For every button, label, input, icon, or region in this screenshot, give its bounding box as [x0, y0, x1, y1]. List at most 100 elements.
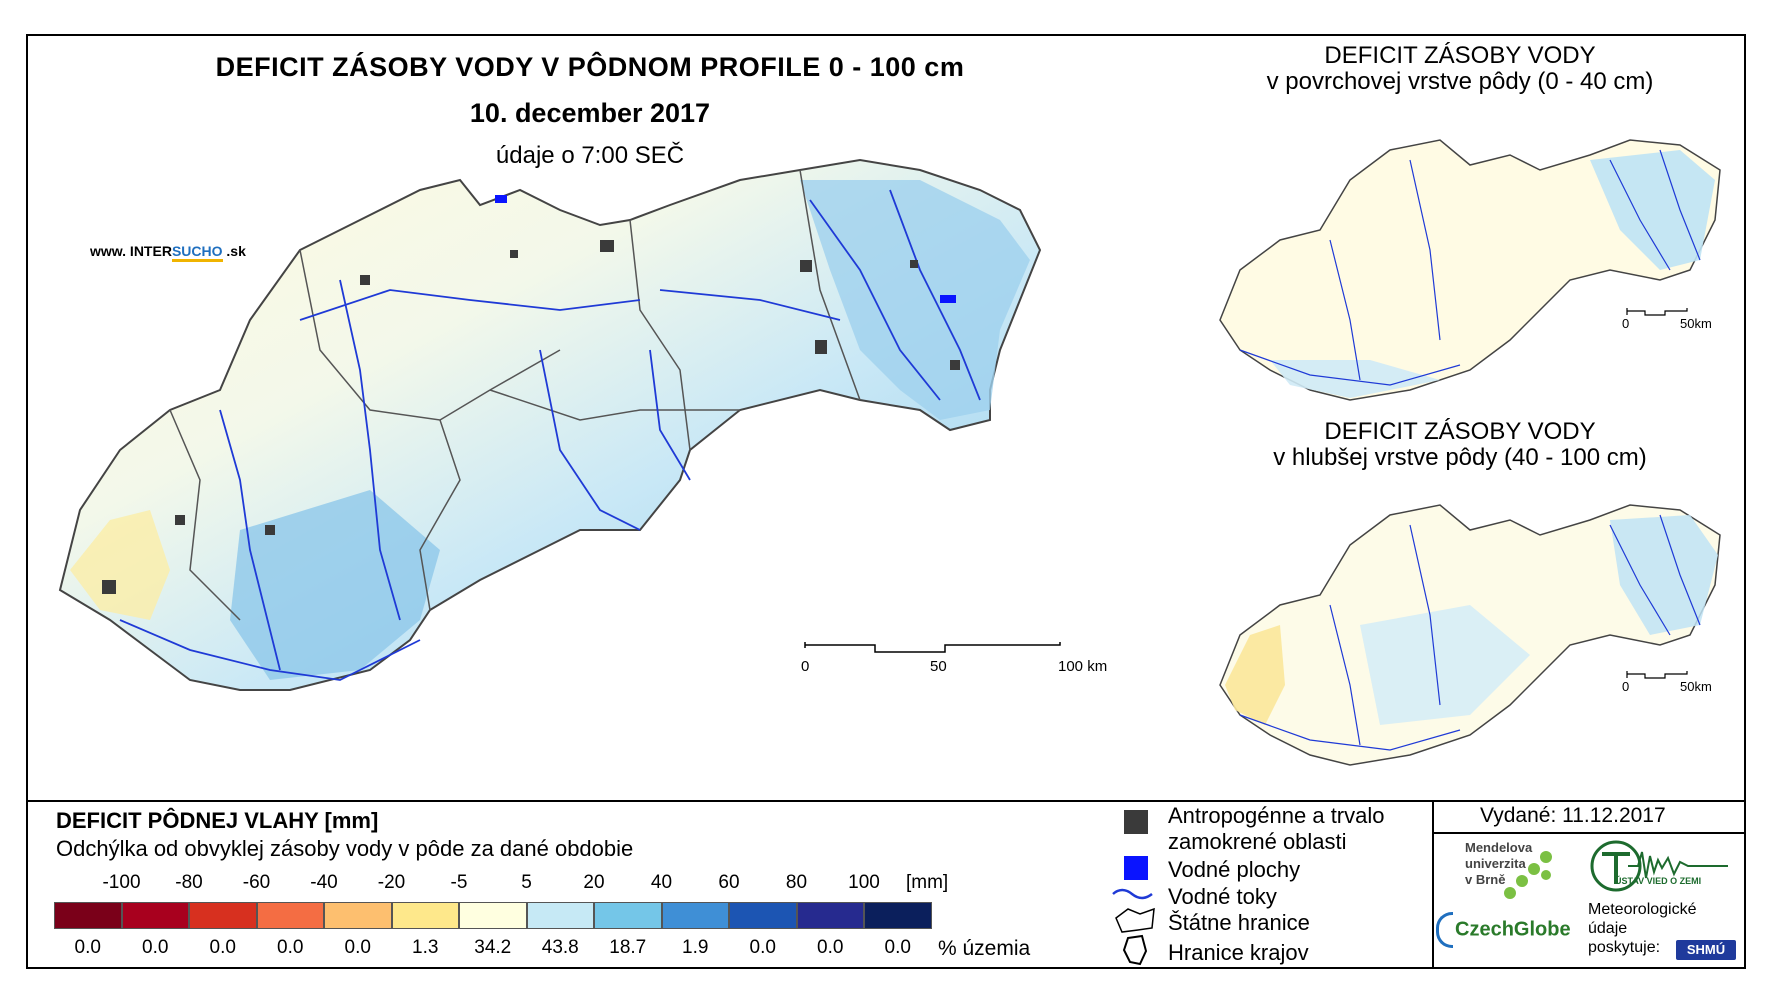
- inset2-wet-east: [1610, 515, 1718, 635]
- class-break-label: -20: [377, 872, 406, 893]
- czechglobe-text: CzechGlobe: [1455, 918, 1571, 941]
- shmu-logo: SHMÚ: [1676, 940, 1736, 960]
- water-bodies: [495, 195, 956, 303]
- website-suffix: .sk: [222, 243, 246, 259]
- class-break-label: 100: [848, 872, 880, 893]
- legend-swatch-9: [661, 902, 729, 929]
- legend-divider: [1432, 800, 1434, 969]
- wet-zone-south: [230, 490, 440, 680]
- legend-swatch-7: [526, 902, 594, 929]
- inset2-rivers: [1239, 514, 1701, 751]
- wet-zone-east: [800, 180, 1030, 420]
- percentage-label: 0.0: [749, 937, 776, 958]
- legend-swatch-6: [459, 902, 527, 929]
- legend-unit: [mm]: [906, 872, 949, 893]
- inset1-map: [1219, 139, 1721, 401]
- issued-divider: [1432, 832, 1746, 834]
- map-frame: [26, 34, 1746, 969]
- legend-swatch-2: [189, 902, 257, 929]
- river-line-icon: [1112, 888, 1153, 900]
- website-prefix: www. INTER: [90, 243, 172, 259]
- symbol-legend-icons: [1112, 810, 1155, 966]
- percentage-label: 0.0: [209, 937, 236, 958]
- class-break-label: -5: [450, 872, 468, 893]
- map-date: 10. december 2017: [469, 98, 711, 128]
- mendel-line3: v Brně: [1465, 872, 1506, 887]
- inset1-scale-0: 0: [1622, 316, 1630, 331]
- state-border-icon: [1115, 907, 1155, 933]
- percentage-label: 0.0: [884, 937, 911, 958]
- mendel-line2: univerzita: [1465, 856, 1526, 871]
- legend-heading: DEFICIT PÔDNEJ VLAHY [mm]: [56, 808, 379, 833]
- dry-zone-west: [70, 510, 170, 620]
- percentage-label: 1.3: [412, 937, 439, 958]
- class-break-label: -40: [310, 872, 338, 893]
- inset1-shape: [1219, 139, 1721, 401]
- legend-subheading: Odchýlka od obvyklej zásoby vody v pôde …: [56, 836, 634, 861]
- percent-unit: % územia: [938, 937, 1031, 960]
- czechglobe-arc-icon: [1436, 912, 1453, 948]
- meteo-provider: Meteorologické údaje poskytuje:: [1588, 900, 1697, 957]
- czechglobe-logo: CzechGlobe: [1436, 912, 1571, 948]
- website-accent: SUCHO: [171, 243, 223, 262]
- class-break-label: -100: [102, 872, 141, 893]
- water-body-swatch: [1124, 856, 1148, 880]
- map-time-note: údaje o 7:00 SEČ: [495, 142, 685, 169]
- issued-date: Vydané: 11.12.2017: [1480, 804, 1666, 827]
- mendel-logo: Mendelova univerzita v Brně: [1465, 840, 1532, 888]
- symbol-water-bodies: Vodné plochy: [1168, 857, 1301, 882]
- percentage-label: 0.0: [74, 937, 101, 958]
- class-break-label: -80: [175, 872, 203, 893]
- class-break-label: 5: [521, 872, 532, 893]
- percentage-label: 1.9: [682, 937, 709, 958]
- class-break-label: 40: [650, 872, 673, 893]
- inset2-scale-0: 0: [1622, 679, 1630, 694]
- website-label: www. INTERSUCHO .sk: [90, 243, 246, 262]
- meteo-line3: poskytuje:: [1588, 939, 1661, 956]
- class-break-label: 80: [785, 872, 808, 893]
- legend-swatch-5: [391, 902, 459, 929]
- legend-swatch-3: [256, 902, 324, 929]
- inset1-title-line2: v povrchovej vrstve pôdy (0 - 40 cm): [1266, 68, 1654, 95]
- legend-band: [26, 800, 1746, 969]
- inset1-title-line1: DEFICIT ZÁSOBY VODY: [1324, 42, 1596, 69]
- scale-label-0: 0: [801, 658, 810, 675]
- inset2-title-line2: v hlubšej vrstve pôdy (40 - 100 cm): [1273, 444, 1647, 471]
- main-scale-bar: [804, 642, 1061, 653]
- legend-swatch-8: [594, 902, 662, 929]
- mendel-dots-icon: [1504, 851, 1552, 899]
- legend-swatch-10: [729, 902, 797, 929]
- map-title: DEFICIT ZÁSOBY VODY V PÔDNOM PROFILE 0 -…: [215, 52, 965, 82]
- percentage-label: 43.8: [541, 937, 579, 958]
- class-break-label: 60: [718, 872, 740, 893]
- ustav-logo-text: ÚSTAV VIED O ZEMI: [1615, 876, 1702, 886]
- meteo-line2: údaje: [1588, 920, 1628, 937]
- inset2-wet-mid: [1360, 605, 1530, 725]
- scale-label-50: 50: [930, 658, 947, 675]
- inset1-rivers: [1239, 149, 1701, 386]
- scale-label-100: 100 km: [1058, 658, 1108, 675]
- percentage-label: 18.7: [609, 937, 647, 958]
- symbol-regions: Hranice krajov: [1168, 940, 1309, 965]
- color-scale: [54, 902, 932, 929]
- legend-swatch-4: [324, 902, 392, 929]
- region-border-icon: [1122, 934, 1148, 966]
- inset2-scale-bar: [1626, 671, 1688, 679]
- percentage-label: 0.0: [277, 937, 304, 958]
- anthropogenic-areas: [102, 240, 960, 594]
- percentage-label: 0.0: [142, 937, 169, 958]
- inset1-wet-south: [1270, 360, 1440, 398]
- inset1-scale-50: 50km: [1680, 316, 1712, 331]
- meteo-line1: Meteorologické: [1588, 901, 1697, 918]
- class-break-label: 20: [583, 872, 605, 893]
- legend-swatch-0: [54, 902, 122, 929]
- ustav-logo-icon: [1590, 840, 1728, 892]
- percentage-label: 0.0: [344, 937, 371, 958]
- symbol-anthropogenic-2: zamokrené oblasti: [1168, 829, 1347, 854]
- region-borders: [169, 169, 861, 621]
- inset1-wet: [1590, 150, 1715, 270]
- inset1-scale-bar: [1626, 308, 1688, 316]
- anthropogenic-swatch: [1124, 810, 1148, 834]
- inset2-scale-50: 50km: [1680, 679, 1712, 694]
- inset2-title-line1: DEFICIT ZÁSOBY VODY: [1324, 418, 1596, 445]
